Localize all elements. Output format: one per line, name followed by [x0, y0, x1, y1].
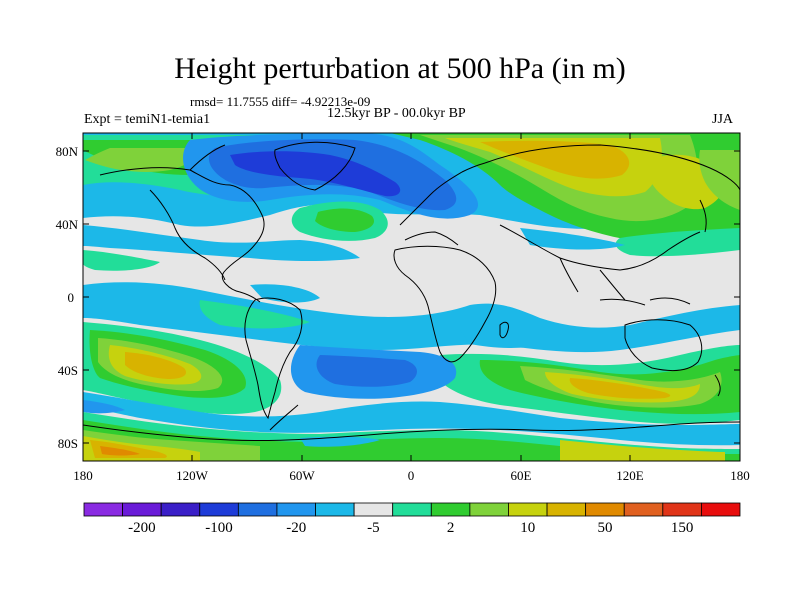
colorbar-label: 50 — [597, 520, 612, 536]
colorbar-swatch — [585, 502, 625, 517]
colorbar-swatch — [122, 502, 162, 517]
coastlines — [83, 141, 740, 442]
colorbar-label: -100 — [205, 520, 233, 536]
colorbar-label: -5 — [367, 520, 380, 536]
chart-title: Height perturbation at 500 hPa (in m) — [174, 52, 626, 85]
colorbar-label: -20 — [286, 520, 306, 536]
lon-tick-label: 120E — [616, 468, 644, 483]
lon-tick-label: 180 — [73, 468, 93, 483]
colorbar-label: 10 — [520, 520, 535, 536]
axis-ticks — [82, 133, 741, 461]
colorbar-swatch — [701, 502, 741, 517]
colorbar — [83, 502, 741, 517]
colorbar-swatch — [315, 502, 355, 517]
colorbar-swatch — [508, 502, 548, 517]
colorbar-swatch — [392, 502, 432, 517]
lat-tick-label: 80N — [56, 144, 79, 159]
colorbar-swatch — [276, 502, 316, 517]
season-label: JJA — [712, 112, 734, 127]
colorbar-swatch — [353, 502, 394, 517]
lat-tick-label: 0 — [68, 290, 75, 305]
lon-tick-label: 60E — [511, 468, 532, 483]
colorbar-swatch — [469, 502, 509, 517]
colorbar-swatch — [623, 502, 664, 517]
lat-tick-label: 40N — [56, 217, 79, 232]
colorbar-swatch — [430, 502, 471, 517]
lat-tick-label: 40S — [58, 363, 78, 378]
colorbar-labels: -200 -100 -20 -5 2 10 50 150 — [128, 520, 693, 536]
period-label: 12.5kyr BP - 00.0kyr BP — [327, 106, 466, 121]
experiment-label: Expt = temiN1-temia1 — [84, 112, 211, 127]
colorbar-swatch — [83, 502, 123, 517]
colorbar-label: 150 — [671, 520, 694, 536]
stats-line: rmsd= 11.7555 diff= -4.92213e-09 — [190, 94, 371, 109]
colorbar-swatch — [546, 502, 587, 517]
lon-tick-label: 0 — [408, 468, 415, 483]
lon-tick-label: 60W — [289, 468, 315, 483]
colorbar-swatch — [160, 502, 201, 517]
colorbar-swatch — [662, 502, 702, 517]
lon-tick-label: 120W — [176, 468, 209, 483]
colorbar-swatch — [237, 502, 278, 517]
colorbar-label: -200 — [128, 520, 156, 536]
contour-field — [83, 133, 740, 461]
lon-tick-label: 180 — [730, 468, 750, 483]
colorbar-label: 2 — [447, 520, 455, 536]
colorbar-swatch — [199, 502, 239, 517]
lat-tick-label: 80S — [58, 436, 78, 451]
